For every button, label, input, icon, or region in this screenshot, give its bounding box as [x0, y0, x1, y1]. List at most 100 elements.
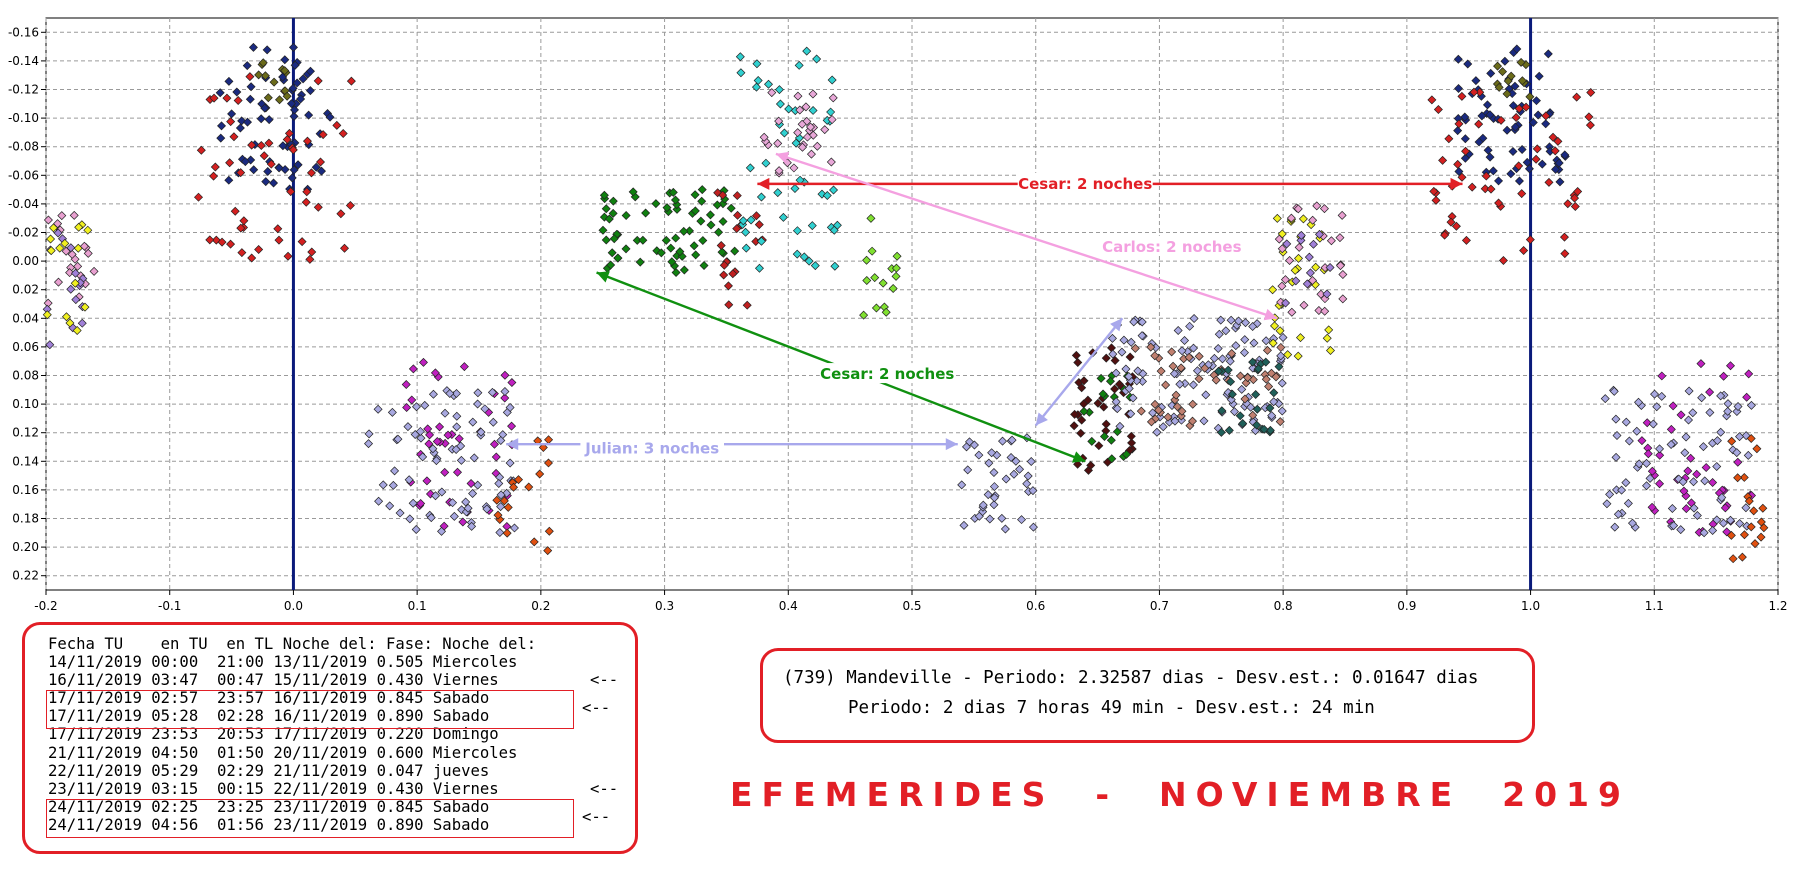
data-point [689, 241, 699, 251]
data-point [493, 510, 503, 520]
table-row: 24/11/2019 02:25 23:25 23/11/2019 0.845 … [48, 797, 490, 816]
data-point [500, 387, 510, 397]
data-point [613, 253, 623, 263]
data-point [1669, 521, 1679, 531]
data-point [509, 523, 519, 533]
data-point [269, 77, 279, 87]
data-point [229, 132, 239, 142]
data-point [340, 243, 350, 253]
data-point [1511, 112, 1521, 122]
data-point [1726, 530, 1736, 540]
data-point [1172, 402, 1182, 412]
data-point [599, 190, 609, 200]
data-point [1000, 524, 1010, 534]
data-point [284, 128, 294, 138]
table-header: Fecha TU en TU en TL Noche del: Fase: No… [48, 635, 537, 653]
data-point [795, 105, 805, 115]
data-point [301, 197, 311, 207]
data-point [891, 271, 901, 281]
data-point [1124, 372, 1134, 382]
data-point [1605, 489, 1615, 499]
data-point [1725, 515, 1735, 525]
data-point [1268, 338, 1278, 348]
data-point [1657, 371, 1667, 381]
data-point [759, 132, 769, 142]
data-point [292, 78, 302, 88]
data-point [1686, 453, 1696, 463]
data-point [764, 79, 774, 89]
data-point [407, 395, 417, 405]
y-tick-label: -0.14 [8, 54, 39, 68]
data-point [1335, 233, 1345, 243]
data-point [799, 252, 809, 262]
data-point [670, 195, 680, 205]
data-point [792, 249, 802, 259]
x-tick-label: 0.3 [655, 599, 674, 613]
data-point [1517, 145, 1527, 155]
data-point [1243, 373, 1253, 383]
data-point [1681, 504, 1691, 514]
data-point [1692, 469, 1702, 479]
table-row: 16/11/2019 03:47 00:47 15/11/2019 0.430 … [48, 671, 499, 690]
data-point [288, 145, 298, 155]
data-point [1431, 195, 1441, 205]
data-point [697, 196, 707, 206]
data-point [1194, 374, 1204, 384]
data-point [402, 402, 412, 412]
y-axis-ticks: -0.16 -0.14 -0.12 -0.10 -0.08 -0.06 -0.04 -0.02… [8, 25, 46, 583]
data-point [1026, 456, 1036, 466]
data-point [264, 138, 274, 148]
data-point [989, 482, 999, 492]
data-point [502, 528, 512, 538]
data-point [43, 215, 53, 225]
data-point [1106, 435, 1116, 445]
data-point [779, 128, 789, 138]
data-point [1115, 421, 1125, 431]
data-point [751, 82, 761, 92]
data-point [1175, 379, 1185, 389]
data-point [1275, 326, 1285, 336]
data-point [1756, 532, 1766, 542]
data-point [601, 235, 611, 245]
data-point [1022, 479, 1032, 489]
data-point [480, 404, 490, 414]
data-point [1543, 49, 1553, 59]
data-point [1241, 318, 1251, 328]
data-point [1295, 333, 1305, 343]
ephemeris-table-box [22, 622, 638, 854]
data-point [1433, 105, 1443, 115]
data-point [1209, 353, 1219, 363]
data-point [1192, 366, 1202, 376]
data-point [1752, 444, 1762, 454]
data-point [1338, 294, 1348, 304]
data-point [1117, 347, 1127, 357]
data-point [1176, 363, 1186, 373]
data-point [1267, 411, 1277, 421]
data-point [449, 511, 459, 521]
data-point [275, 95, 285, 105]
data-point [1261, 357, 1271, 367]
data-point [374, 496, 384, 506]
table-row: 17/11/2019 23:53 20:53 17/11/2019 0.220 … [48, 725, 499, 744]
data-point [1127, 438, 1137, 448]
data-point [1105, 376, 1115, 386]
annotation-arrow [1034, 317, 1124, 427]
data-point [473, 399, 483, 409]
data-point [1712, 462, 1722, 472]
data-point [989, 500, 999, 510]
data-point [346, 76, 356, 86]
data-point [495, 528, 505, 537]
data-point [261, 177, 271, 187]
data-point [1460, 112, 1470, 122]
data-point [1572, 92, 1582, 102]
data-point [1188, 416, 1198, 426]
data-point [408, 364, 418, 374]
data-point [1320, 306, 1330, 316]
data-point [1532, 144, 1542, 154]
data-point [456, 455, 466, 465]
data-point [802, 132, 812, 142]
y-tick-label: 0.12 [12, 426, 39, 440]
data-point [1217, 406, 1227, 416]
data-point [232, 87, 242, 97]
data-point [728, 269, 738, 279]
